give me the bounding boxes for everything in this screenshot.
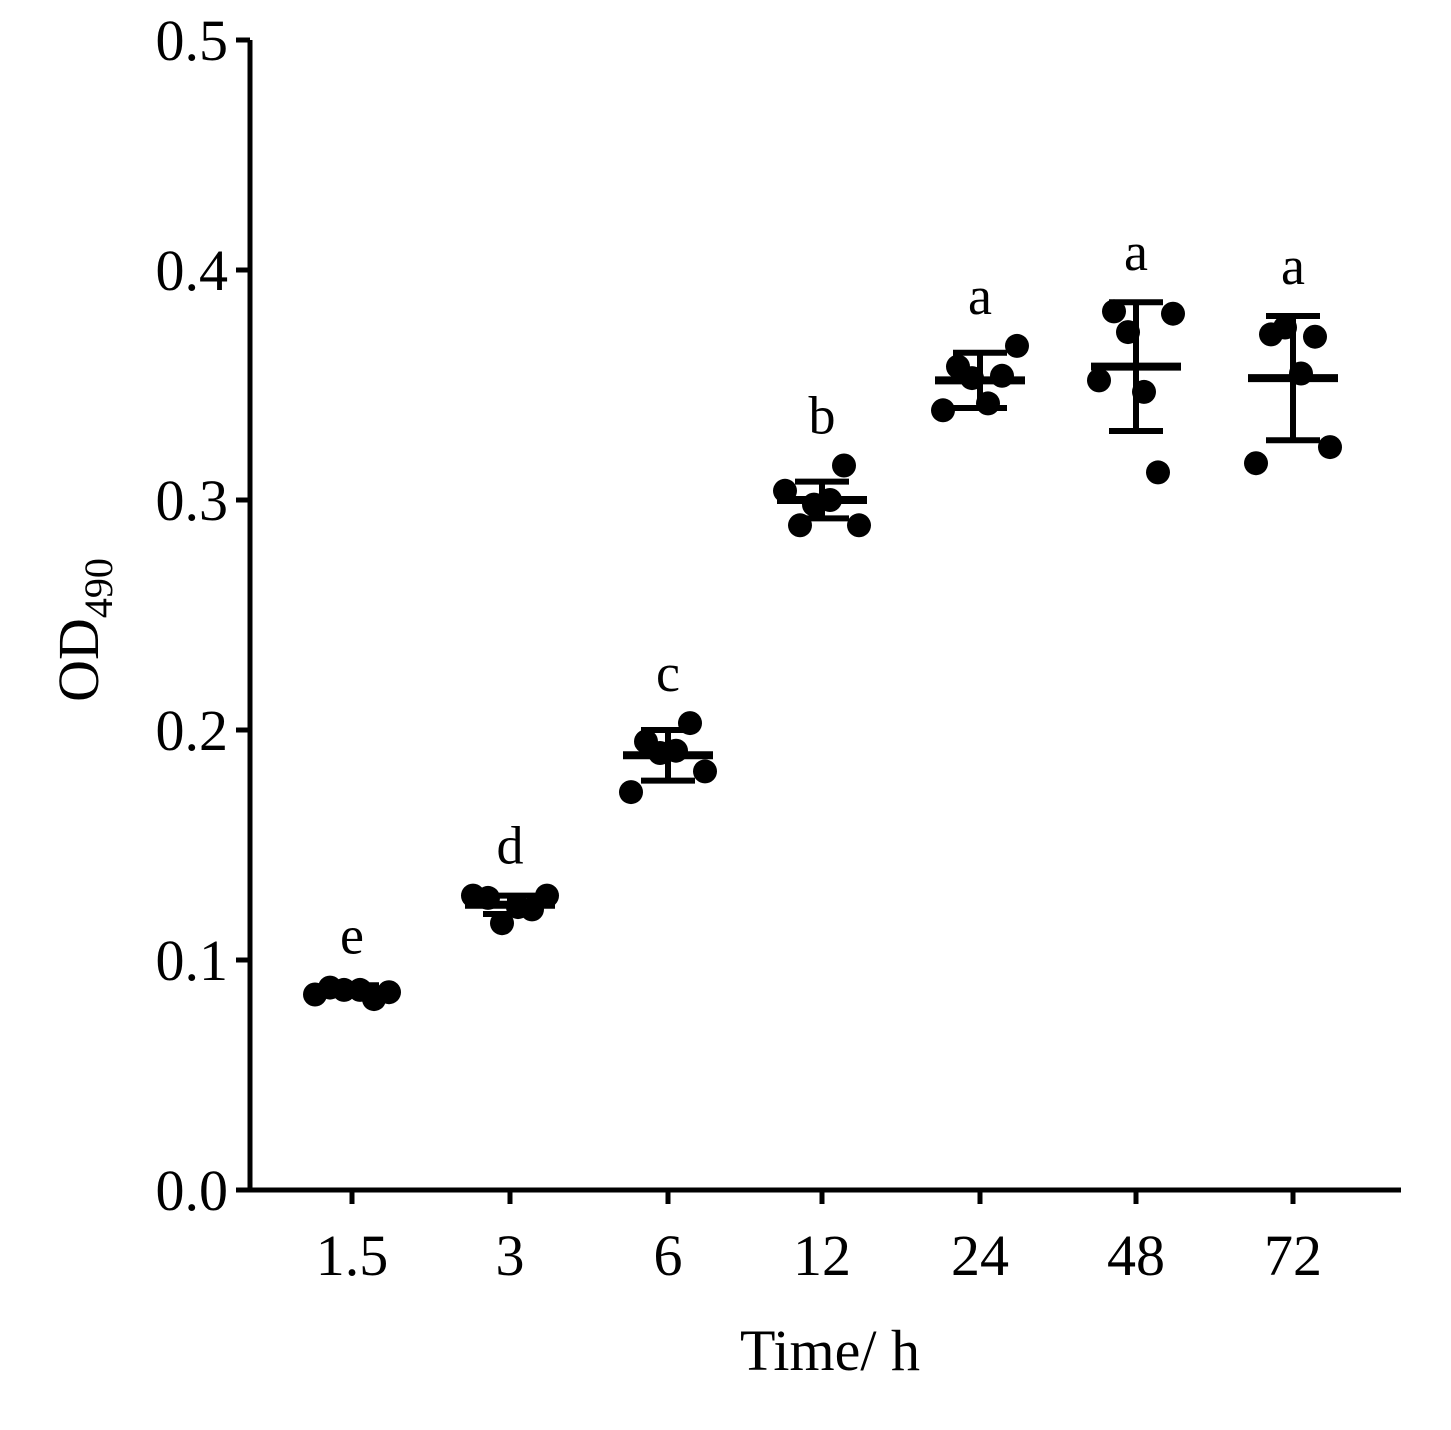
data-point [619,780,643,805]
x-ticks: 1.5 3 6 12 24 48 72 [316,1190,1322,1288]
y-tick-label: 0.2 [156,698,229,763]
data-point [960,366,984,391]
data-point [693,759,717,784]
data-point [1146,460,1170,485]
y-tick-label: 0.5 [156,8,229,73]
axes [247,40,1401,1193]
y-axis-title-main: OD [46,618,111,702]
significance-letter: b [809,386,836,446]
data-point [1244,451,1268,476]
data-point [476,885,500,910]
data-point [818,488,842,512]
y-tick-label: 0.1 [156,928,229,993]
data-point [773,478,797,503]
data-point [377,980,401,1005]
x-tick-label: 12 [793,1223,851,1288]
significance-letter: e [340,905,364,965]
data-point [788,513,812,538]
data-point [535,883,559,908]
significance-letter: a [1124,222,1148,282]
x-tick-label: 24 [951,1223,1009,1288]
data-point [1273,315,1297,340]
y-axis-title-text: OD490 [46,558,121,702]
significance-letter: a [1281,236,1305,296]
x-tick-label: 1.5 [316,1223,389,1288]
significance-letter: d [497,816,524,876]
y-axis-title: OD490 [46,558,121,702]
y-tick-label: 0.4 [156,238,229,303]
data-point [990,363,1014,388]
data-point [832,453,856,478]
x-axis-title: Time/ h [740,1318,920,1383]
y-axis-title-subscript: 490 [76,558,121,618]
x-tick-label: 6 [654,1223,683,1288]
data-points [303,299,1342,1012]
data-point [1318,435,1342,460]
x-tick-label: 48 [1107,1223,1165,1288]
data-point [1132,379,1156,404]
x-tick-label: 72 [1264,1223,1322,1288]
data-point [847,513,871,538]
data-point [1116,320,1140,345]
x-tick-label: 3 [496,1223,525,1288]
significance-letters: e d c b a a a [340,222,1305,965]
significance-letter: c [656,643,680,703]
data-point [1005,333,1029,358]
y-tick-label: 0.0 [156,1158,229,1223]
data-point [976,391,1000,416]
data-point [664,738,688,763]
data-point [678,711,702,736]
data-point [1303,324,1327,349]
data-point [1102,299,1126,324]
y-ticks: 0.0 0.1 0.2 0.3 0.4 0.5 [156,8,250,1223]
data-point [1161,301,1185,326]
data-point [1087,368,1111,393]
significance-letter: a [968,266,992,326]
data-point [1289,361,1313,386]
data-point [490,911,514,936]
y-tick-label: 0.3 [156,468,229,533]
data-point [931,398,955,423]
